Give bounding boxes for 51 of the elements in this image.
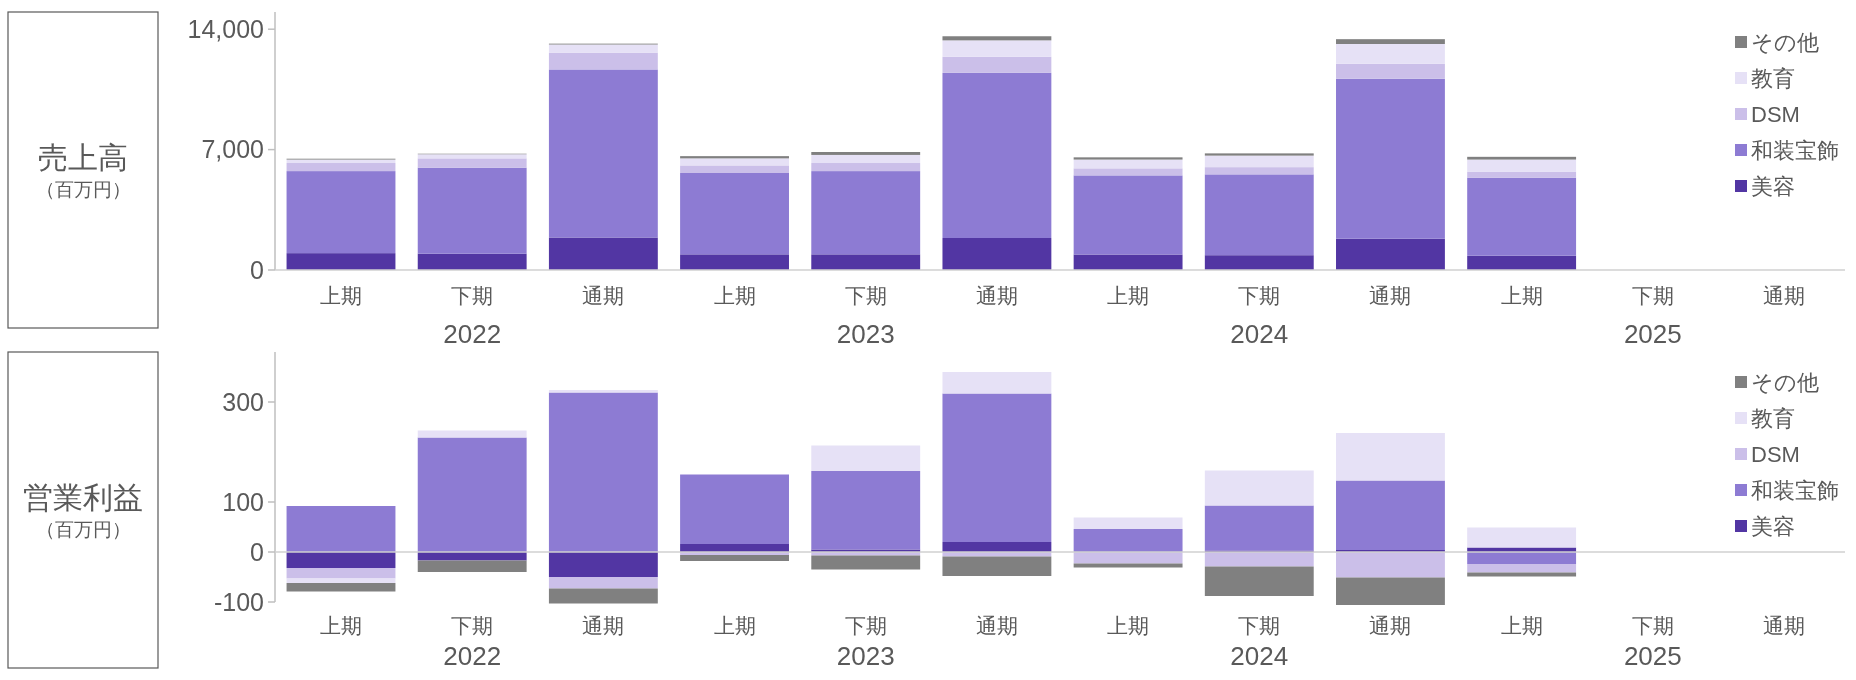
x-tick-label: 通期 bbox=[975, 614, 1018, 638]
legend-label: 美容 bbox=[1751, 513, 1795, 539]
x-tick-label: 上期 bbox=[1107, 284, 1150, 308]
x-tick-label: 下期 bbox=[1631, 614, 1674, 638]
x-tick-label: 下期 bbox=[1631, 284, 1674, 308]
y-tick-label: 7,000 bbox=[201, 135, 264, 164]
x-tick-label: 上期 bbox=[713, 284, 756, 308]
legend-label: 和装宝飾 bbox=[1751, 477, 1839, 503]
text: 2022 bbox=[443, 641, 502, 672]
x-tick-label: 通期 bbox=[582, 614, 625, 638]
x-tick-label: 上期 bbox=[1500, 284, 1543, 308]
x-tick-label: 通期 bbox=[582, 284, 625, 308]
x-tick-label: 上期 bbox=[713, 614, 756, 638]
x-tick-label: 下期 bbox=[844, 284, 887, 308]
x-tick-label: 通期 bbox=[1369, 614, 1412, 638]
legend-label: DSM bbox=[1751, 101, 1800, 127]
text: 2024 bbox=[1230, 641, 1289, 672]
y-tick-label: 14,000 bbox=[187, 14, 264, 43]
x-tick-label: 下期 bbox=[451, 614, 494, 638]
x-tick-label: 通期 bbox=[975, 284, 1018, 308]
x-tick-label: 上期 bbox=[320, 284, 362, 308]
x-tick-label: 上期 bbox=[1500, 614, 1543, 638]
legend-label: 教育 bbox=[1751, 405, 1795, 431]
legend-label: DSM bbox=[1751, 441, 1800, 467]
x-tick-label: 下期 bbox=[1238, 614, 1281, 638]
x-tick-label: 下期 bbox=[451, 284, 494, 308]
legend-label: その他 bbox=[1751, 29, 1819, 55]
text: 2023 bbox=[836, 641, 895, 672]
y-tick-label: 0 bbox=[250, 537, 264, 566]
legend-label: 和装宝飾 bbox=[1751, 137, 1839, 163]
y-tick-label: 300 bbox=[222, 387, 264, 416]
legend-label: 美容 bbox=[1751, 173, 1795, 199]
text: 2022 bbox=[443, 319, 502, 350]
text: 2025 bbox=[1623, 319, 1682, 350]
x-tick-label: 上期 bbox=[320, 614, 362, 638]
y-tick-label: -100 bbox=[213, 587, 264, 616]
x-tick-label: 通期 bbox=[1369, 284, 1412, 308]
x-tick-label: 上期 bbox=[1107, 614, 1150, 638]
x-tick-label: 下期 bbox=[1238, 284, 1281, 308]
y-tick-label: 0 bbox=[250, 255, 264, 284]
y-axis-title: 売上高（百万円） bbox=[35, 141, 131, 200]
x-tick-label: 通期 bbox=[1763, 614, 1805, 638]
x-tick-label: 通期 bbox=[1763, 284, 1805, 308]
x-tick-label: 下期 bbox=[844, 614, 887, 638]
legend-label: その他 bbox=[1751, 369, 1819, 395]
text: 2023 bbox=[836, 319, 895, 350]
y-tick-label: 100 bbox=[222, 487, 264, 516]
y-axis-title: 営業利益（百万円） bbox=[23, 481, 143, 540]
text: 2024 bbox=[1230, 319, 1289, 350]
text: 2025 bbox=[1623, 641, 1682, 672]
legend-label: 教育 bbox=[1751, 65, 1795, 91]
